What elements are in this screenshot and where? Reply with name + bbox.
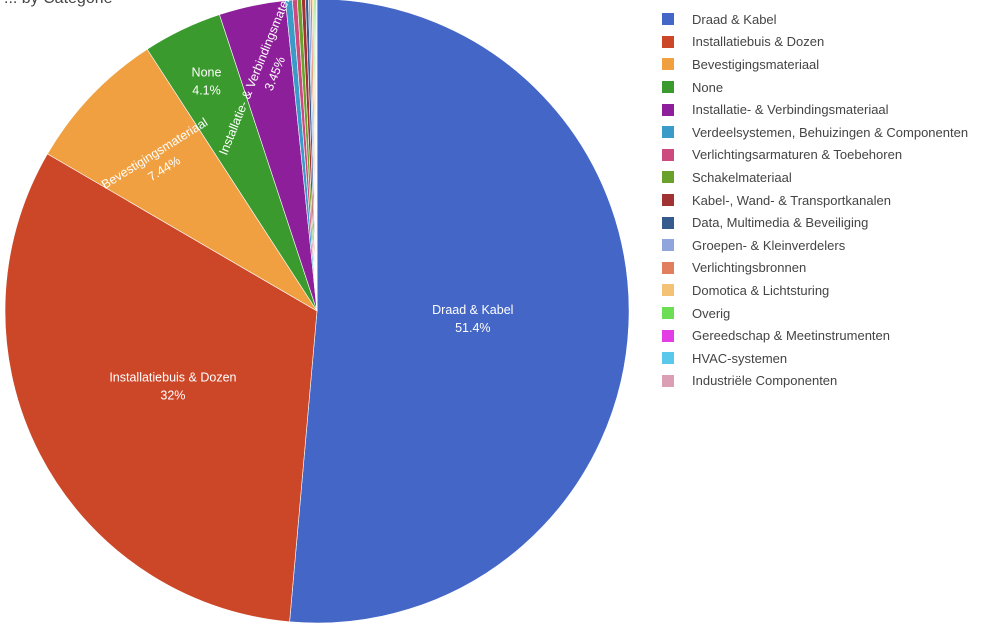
legend-item-installatiebuis-dozen[interactable]: Installatiebuis & Dozen (662, 31, 968, 54)
legend-item-verlichtingsbronnen[interactable]: Verlichtingsbronnen (662, 257, 968, 280)
pie-slice-kabel-wand-transportkanalen[interactable] (301, 0, 318, 312)
legend-swatch (662, 126, 674, 139)
legend-label: Installatie- & Verbindingsmateriaal (692, 102, 889, 118)
pie-slice-installatiebuis-dozen[interactable] (4, 153, 318, 623)
legend-item-industriele-componenten[interactable]: Industriële Componenten (662, 370, 968, 393)
pie-slice-domotica-lichtsturing[interactable] (311, 0, 318, 312)
legend-swatch (662, 81, 674, 94)
legend-item-none[interactable]: None (662, 76, 968, 99)
legend-label: HVAC-systemen (692, 350, 788, 366)
legend-swatch (662, 307, 674, 320)
slice-label-none: None 4.1% (192, 65, 222, 97)
chart-legend: Draad & Kabel Installatiebuis & Dozen Beve… (662, 8, 968, 392)
pie-slice-draad-kabel[interactable] (289, 0, 630, 624)
legend-swatch (662, 171, 674, 184)
legend-item-bevestigingsmateriaal[interactable]: Bevestigingsmateriaal (662, 53, 968, 76)
legend-label: Verlichtingsarmaturen & Toebehoren (692, 147, 903, 163)
pie-slice-gereedschap-meetinstrumenten[interactable] (314, 0, 318, 312)
legend-label: None (692, 79, 724, 95)
pie-slice-bevestigingsmateriaal[interactable] (47, 48, 318, 312)
pie-slice-verlichtingsarmaturen-toebehoren[interactable] (292, 0, 318, 312)
legend-label: Verlichtingsbronnen (692, 260, 807, 276)
legend-swatch (662, 239, 674, 252)
legend-label: Kabel-, Wand- & Transportkanalen (692, 192, 891, 208)
legend-label: Draad & Kabel (692, 11, 777, 27)
slice-label-draad-kabel: Draad & Kabel 51.4% (432, 303, 513, 335)
pie-slice-groepen-kleinverdelers[interactable] (308, 0, 318, 312)
legend-item-gereedschap-meetinstrumenten[interactable]: Gereedschap & Meetinstrumenten (662, 324, 968, 347)
pie-slice-verlichtingsbronnen[interactable] (310, 0, 318, 312)
chart-title: ... by Categorie (4, 0, 113, 8)
legend-swatch (662, 329, 674, 342)
legend-label: Schakelmateriaal (692, 169, 792, 185)
legend-item-domotica-lichtsturing[interactable]: Domotica & Lichtsturing (662, 279, 968, 302)
legend-swatch (662, 374, 674, 387)
pie-slice-data-multimedia-beveiliging[interactable] (305, 0, 318, 312)
legend-label: Groepen- & Kleinverdelers (692, 237, 846, 253)
legend-label: Bevestigingsmateriaal (692, 56, 820, 72)
legend-swatch (662, 35, 674, 48)
legend-item-schakelmateriaal[interactable]: Schakelmateriaal (662, 166, 968, 189)
pie-slice-verdeelsystemen-behuizingen-componenten[interactable] (285, 0, 318, 312)
legend-label: Industriële Componenten (692, 373, 838, 389)
legend-swatch (662, 103, 674, 116)
pie-slice-schakelmateriaal[interactable] (296, 0, 318, 312)
legend-swatch (662, 148, 674, 161)
legend-swatch (662, 261, 674, 274)
legend-item-verlichtingsarmaturen-toebehoren[interactable]: Verlichtingsarmaturen & Toebehoren (662, 144, 968, 167)
legend-swatch (662, 194, 674, 207)
legend-item-kabel-wand-transportkanalen[interactable]: Kabel-, Wand- & Transportkanalen (662, 189, 968, 212)
legend-swatch (662, 284, 674, 297)
legend-item-hvac-systemen[interactable]: HVAC-systemen (662, 347, 968, 370)
legend-label: Data, Multimedia & Beveiliging (692, 215, 869, 231)
legend-swatch (662, 216, 674, 229)
legend-label: Installatiebuis & Dozen (692, 34, 825, 50)
legend-swatch (662, 352, 674, 365)
pie-slice-overig[interactable] (313, 0, 318, 312)
legend-swatch (662, 13, 674, 26)
legend-label: Overig (692, 305, 731, 321)
legend-label: Verdeelsystemen, Behuizingen & Component… (692, 124, 969, 140)
legend-item-installatie-verbindingsmateriaal[interactable]: Installatie- & Verbindingsmateriaal (662, 98, 968, 121)
pie-chart: Draad & Kabel 51.4% Installatiebuis & Doze… (4, 0, 630, 624)
legend-swatch (662, 58, 674, 71)
legend-label: Gereedschap & Meetinstrumenten (692, 328, 890, 344)
legend-item-data-multimedia-beveiliging[interactable]: Data, Multimedia & Beveiliging (662, 211, 968, 234)
legend-label: Domotica & Lichtsturing (692, 282, 830, 298)
legend-item-groepen-kleinverdelers[interactable]: Groepen- & Kleinverdelers (662, 234, 968, 257)
slice-label-installatiebuis-dozen: Installatiebuis & Dozen 32% (109, 371, 236, 403)
legend-item-draad-kabel[interactable]: Draad & Kabel (662, 8, 968, 31)
legend-item-verdeelsystemen-behuizingen-componenten[interactable]: Verdeelsystemen, Behuizingen & Component… (662, 121, 968, 144)
legend-item-overig[interactable]: Overig (662, 302, 968, 325)
